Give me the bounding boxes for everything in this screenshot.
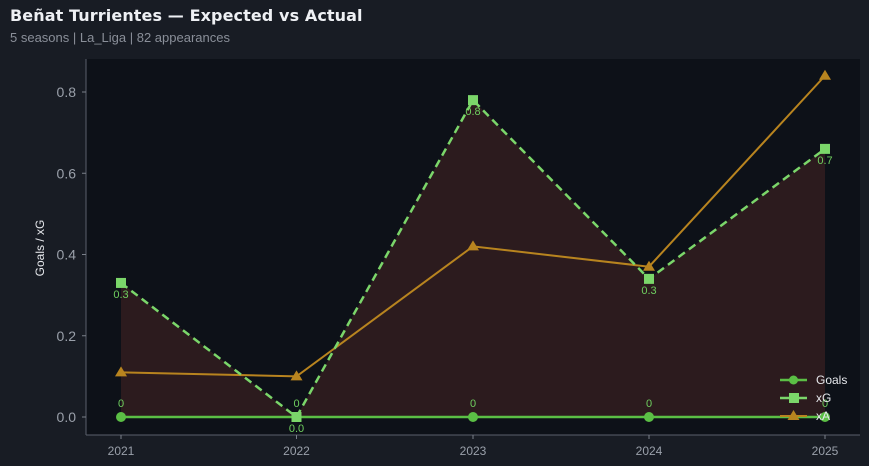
y-tick-label: 0.4 (57, 247, 77, 263)
goals-marker (644, 412, 654, 422)
legend-goals-label: Goals (816, 373, 847, 387)
xg-value-label: 0.0 (289, 423, 304, 435)
xa-marker (115, 366, 127, 377)
goals-value-label: 0 (118, 398, 124, 410)
goals-value-label: 0 (822, 398, 828, 410)
goals-value-label: 0 (470, 398, 476, 410)
xa-marker (643, 260, 655, 271)
legend-xg-label: xG (816, 391, 831, 405)
x-tick-label: 2024 (636, 444, 663, 458)
xg-value-label: 0.8 (465, 106, 480, 118)
xg-value-label: 0.7 (817, 155, 832, 167)
legend-goals-marker (789, 375, 798, 385)
x-tick-label: 2025 (812, 444, 839, 458)
xg-value-label: 0.3 (113, 289, 128, 301)
goals-marker (468, 412, 478, 422)
xg-marker (820, 143, 830, 154)
legend-xa-marker (787, 410, 800, 420)
y-tick-label: 0.2 (57, 328, 77, 344)
x-tick-label: 2023 (460, 444, 487, 458)
xg-marker (116, 277, 126, 288)
x-tick-label: 2022 (283, 444, 310, 458)
y-tick-label: 0.8 (57, 84, 77, 100)
xa-marker (819, 69, 831, 80)
xg-line (120, 98, 826, 419)
y-tick-label: 0.0 (57, 409, 77, 425)
xg-marker (644, 273, 654, 284)
shaded-area (121, 100, 825, 417)
goals-marker (820, 412, 830, 422)
xg-value-label: 0.3 (641, 285, 656, 297)
legend-xg-marker (789, 393, 799, 403)
xa-marker (467, 240, 479, 251)
xg-marker (468, 95, 478, 106)
goals-marker (116, 412, 126, 422)
goals-value-label: 0 (293, 398, 299, 410)
chart-subtitle: 5 seasons | La_Liga | 82 appearances (10, 30, 230, 45)
chart-title: Beñat Turrientes — Expected vs Actual (10, 6, 363, 25)
xg-marker (291, 412, 302, 422)
goals-value-label: 0 (646, 398, 652, 410)
legend-xa-label: xA (816, 409, 830, 423)
y-axis-label: Goals / xG (33, 220, 47, 277)
y-tick-label: 0.6 (57, 165, 77, 181)
x-tick-label: 2021 (108, 444, 135, 458)
xa-marker (290, 370, 303, 381)
